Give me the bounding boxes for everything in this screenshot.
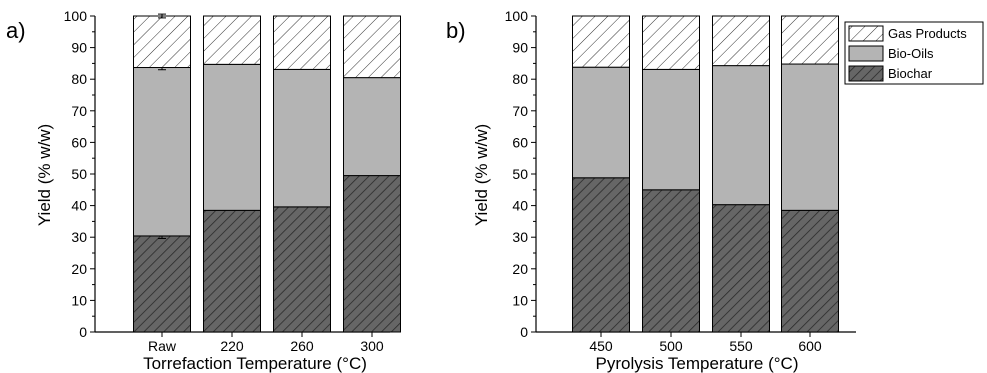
y-tick-label-a: 50	[71, 166, 87, 182]
bar-segment-bio-oils-Raw	[133, 67, 191, 237]
x-tick-label-b: 550	[729, 338, 753, 354]
bar-segment-biochar-550	[712, 204, 770, 333]
y-tick-label-b: 80	[512, 71, 528, 87]
bar-segment-biochar-300	[343, 175, 401, 333]
y-tick-label-a: 10	[71, 292, 87, 308]
bar-segment-biochar-220	[203, 209, 261, 333]
y-tick-label-b: 10	[512, 292, 528, 308]
legend-label-biochar: Biochar	[888, 66, 933, 81]
y-tick-label-b: 20	[512, 261, 528, 277]
bar-segment-biochar-Raw	[133, 235, 191, 333]
y-tick-label-a: 20	[71, 261, 87, 277]
x-tick-label-a: 300	[360, 338, 384, 354]
x-tick-label-b: 500	[659, 338, 683, 354]
chart-panel-b: b) 0 10 20 30 40 50 60 70 80 90 100 450 500 550 600 Py…	[446, 8, 856, 373]
bar-segment-bio-oils-300	[343, 77, 401, 177]
y-tick-label-b: 100	[505, 8, 529, 24]
y-tick-label-a: 30	[71, 229, 87, 245]
bar-segment-gas-products-450	[572, 15, 630, 68]
panel-label-a: a)	[6, 18, 26, 43]
bar-segment-gas-products-500	[642, 15, 700, 70]
chart-panel-a: a) 0 10 20 30 40 50 60 70 80 90 100 Raw 220 260 300 To…	[6, 8, 401, 373]
bar-segment-biochar-500	[642, 189, 700, 333]
bar-segment-biochar-260	[273, 206, 331, 333]
bar-segment-biochar-450	[572, 177, 630, 333]
y-tick-label-a: 80	[71, 71, 87, 87]
bar-segment-gas-products-300	[343, 15, 401, 79]
x-tick-label-a: Raw	[148, 338, 177, 354]
bar-segment-bio-oils-220	[203, 63, 261, 211]
bar-segment-bio-oils-600	[781, 63, 839, 211]
y-tick-label-b: 40	[512, 198, 528, 214]
bar-segment-gas-products-260	[273, 15, 331, 70]
y-tick-label-b: 70	[512, 103, 528, 119]
y-tick-label-a: 0	[79, 324, 87, 340]
x-axis-label-b: Pyrolysis Temperature (°C)	[596, 354, 799, 373]
y-tick-label-a: 100	[64, 8, 88, 24]
bar-segment-biochar-600	[781, 209, 839, 333]
plot-area-b: 0 10 20 30 40 50 60 70 80 90 100 450 500 550 600	[505, 8, 856, 354]
bar-segment-bio-oils-550	[712, 65, 770, 206]
bar-segment-bio-oils-450	[572, 66, 630, 179]
y-tick-label-b: 90	[512, 40, 528, 56]
bar-segment-gas-products-220	[203, 15, 261, 65]
x-tick-label-a: 220	[220, 338, 244, 354]
y-tick-label-b: 50	[512, 166, 528, 182]
bar-segment-gas-products-Raw	[133, 15, 191, 69]
x-axis-label-a: Torrefaction Temperature (°C)	[143, 354, 367, 373]
bar-segment-bio-oils-500	[642, 68, 700, 191]
y-tick-label-a: 40	[71, 198, 87, 214]
bar-segment-gas-products-600	[781, 15, 839, 65]
y-axis-label-a: Yield (% w/w)	[35, 124, 54, 226]
y-tick-label-b: 60	[512, 134, 528, 150]
y-tick-label-a: 60	[71, 134, 87, 150]
legend: Gas Products Bio-Oils Biochar	[844, 21, 984, 85]
y-tick-label-b: 30	[512, 229, 528, 245]
x-tick-label-b: 600	[798, 338, 822, 354]
plot-area-a: 0 10 20 30 40 50 60 70 80 90 100 Raw 220 260 300	[64, 8, 401, 354]
legend-swatch-gas-products	[848, 25, 884, 42]
y-tick-label-b: 0	[520, 324, 528, 340]
legend-swatch-bio-oils	[848, 45, 884, 62]
x-tick-label-b: 450	[589, 338, 613, 354]
y-tick-label-a: 90	[71, 40, 87, 56]
bar-segment-bio-oils-260	[273, 68, 331, 208]
legend-label-bio-oils: Bio-Oils	[888, 46, 934, 61]
panel-label-b: b)	[446, 18, 466, 43]
bar-segment-gas-products-550	[712, 15, 770, 67]
error-bar-gas-products-Raw	[158, 13, 166, 19]
legend-label-gas-products: Gas Products	[888, 26, 967, 41]
y-axis-label-b: Yield (% w/w)	[472, 124, 491, 226]
x-tick-label-a: 260	[290, 338, 314, 354]
legend-swatch-biochar	[848, 65, 884, 82]
y-tick-label-a: 70	[71, 103, 87, 119]
